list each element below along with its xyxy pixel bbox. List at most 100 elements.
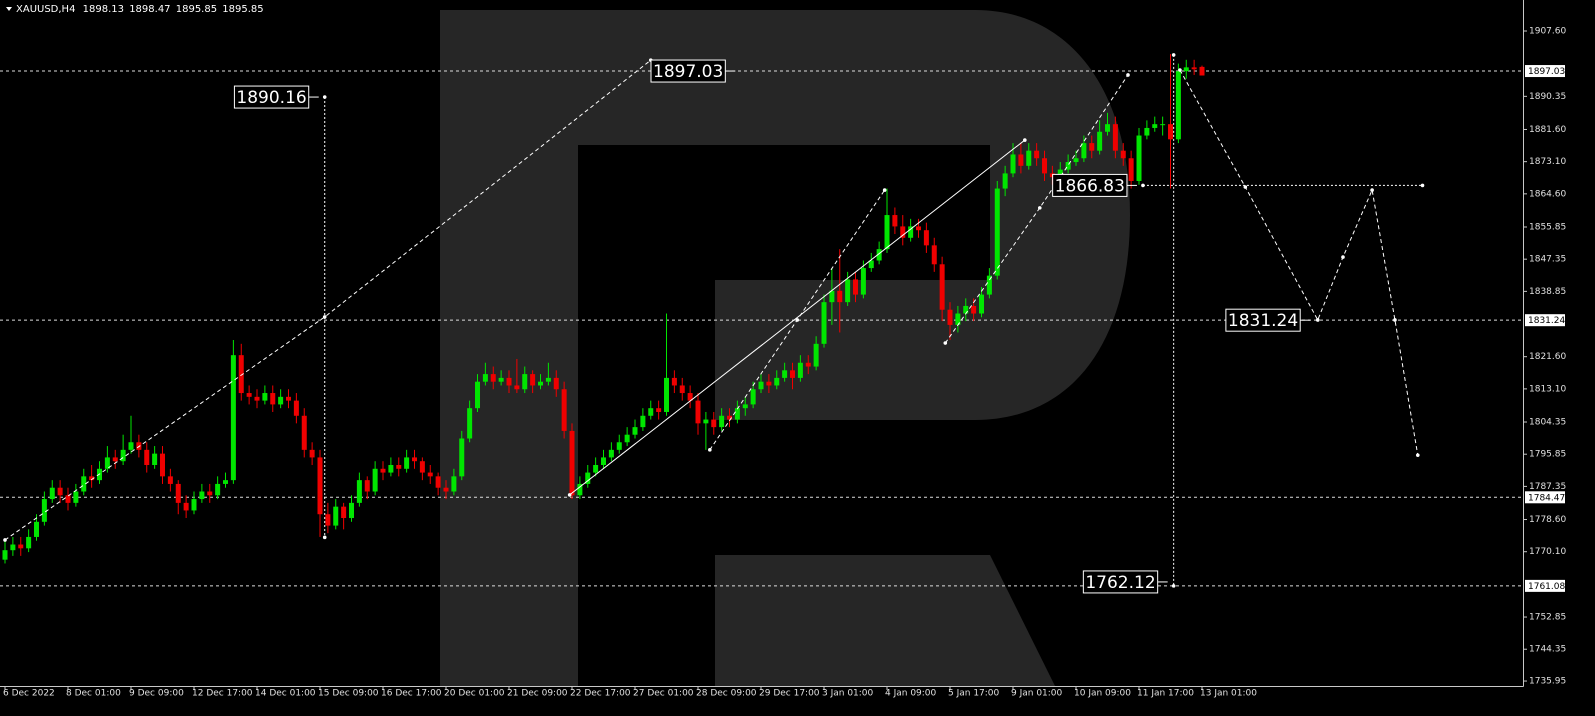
candle-body [813,343,819,367]
forecast-point [1341,255,1345,259]
candle-body [821,302,827,344]
candle-body [459,438,465,477]
y-tick-label: 1821.60 [1529,352,1566,362]
candle-body [199,491,205,500]
candle-body [616,442,622,450]
candle-body [246,393,252,397]
candle-body [1152,124,1158,128]
close: 1895.85 [222,4,263,15]
candle-body [506,377,512,386]
candle-body [1089,143,1095,151]
candle-body [325,514,331,526]
candle-body [490,374,496,382]
y-tick-label: 1787.35 [1529,482,1566,492]
x-tick-label: 21 Dec 09:00 [507,689,568,699]
candle-body [1144,127,1150,136]
candle-body [979,294,985,314]
level-axis-label: 1784.47 [1528,493,1565,503]
candle-body [545,377,551,382]
candle-body [750,389,756,405]
candle-body [427,472,433,477]
candle-body [742,404,748,409]
candle-body [81,476,87,492]
y-tick-label: 1855.85 [1529,222,1566,232]
price-label: 1866.83 [1052,173,1137,197]
candle-body [900,226,906,238]
candle-body [160,453,166,477]
candle-body [396,464,402,469]
candle-body [1183,67,1189,72]
candle-body [734,408,740,420]
candle-body [727,415,733,420]
candle-body [585,472,591,484]
candle-body [986,275,992,295]
header-arrow [6,7,12,11]
forecast-point [1415,453,1420,457]
candle-body [522,374,528,390]
candle-body [333,506,339,526]
candle-body [703,419,709,424]
forecast-point [1171,53,1176,57]
x-tick-label: 16 Dec 17:00 [381,689,442,699]
y-tick-label: 1881.60 [1529,125,1566,135]
candle-body [364,480,370,492]
candle-body [553,377,559,390]
candle-body [1168,124,1174,140]
candle-body [805,362,811,367]
forecast-point [1178,68,1182,72]
axis-panel [1523,0,1595,716]
candle-body [892,215,898,227]
candle-body [711,419,717,428]
candle-body [671,377,677,386]
candle-body [1034,150,1040,159]
candle-body [1026,150,1032,166]
candle-body [451,476,457,492]
candle-body [1073,158,1079,163]
x-tick-label: 27 Dec 01:00 [633,689,694,699]
candle-body [608,449,614,458]
candle-body [349,502,355,519]
candle-body [104,457,110,469]
forecast-point [322,535,327,540]
x-tick-label: 6 Dec 2022 [3,689,55,699]
candle-body [923,230,929,246]
forecast-point [882,188,887,192]
candle-body [2,550,8,560]
price-label: 1890.16 [233,85,319,109]
x-tick-label: 4 Jan 09:00 [885,689,937,699]
candle-body [223,480,229,484]
candle-body [380,468,386,473]
y-tick-label: 1838.85 [1529,287,1566,297]
candle-body [388,464,394,473]
candle-body [632,427,638,435]
candle-body [112,457,118,462]
candle-body [341,506,347,519]
x-tick-label: 9 Dec 09:00 [129,689,184,699]
forecast-line [569,139,1026,496]
forecast-point [943,341,948,345]
price-label: 1897.03 [650,59,736,83]
candle-body [73,491,79,503]
price-label-text: 1890.16 [236,88,306,108]
candle-body [860,268,866,295]
candle-body [207,491,213,496]
candle-body [183,502,189,511]
candle-body [419,461,425,473]
candle-body [648,408,654,416]
candle-body [1120,150,1126,159]
watermark-bowl [440,10,1130,686]
candle-body [475,381,481,409]
forecast-point [322,315,327,319]
y-tick-label: 1778.60 [1529,515,1566,525]
candle-body [766,381,772,386]
candle-body [1160,124,1166,126]
watermark-leg [715,555,1055,686]
x-tick-label: 22 Dec 17:00 [570,689,631,699]
candle-body [593,464,599,473]
forecast-point [1393,318,1397,322]
candle-body [601,457,607,465]
level-axis-label: 1761.08 [1528,582,1565,592]
y-tick-label: 1744.35 [1529,645,1566,655]
price-label-text: 1762.12 [1085,573,1155,593]
candle-body [955,313,961,325]
